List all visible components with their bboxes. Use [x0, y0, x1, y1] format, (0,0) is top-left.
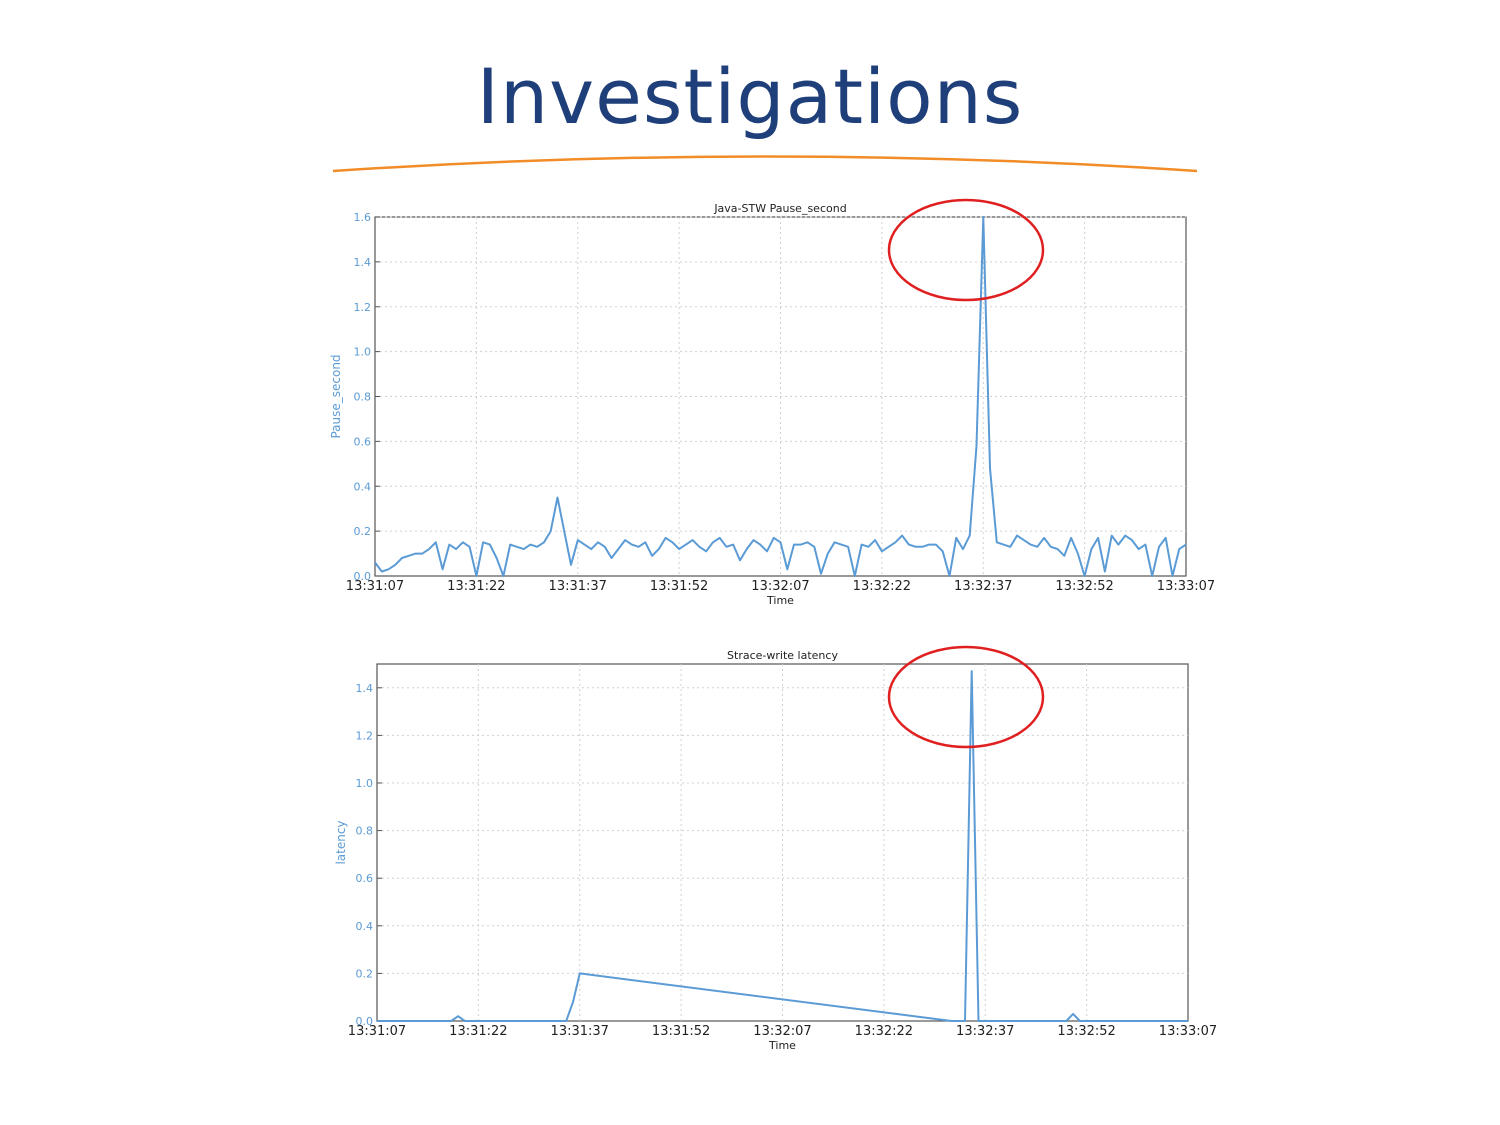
y-tick-label: 0.6 — [354, 435, 372, 448]
x-tick-label: 13:31:52 — [650, 579, 708, 594]
x-tick-label: 13:32:37 — [956, 1024, 1014, 1039]
x-axis-label: Time — [766, 594, 794, 607]
x-tick-label: 13:31:22 — [449, 1024, 507, 1039]
x-tick-label: 13:33:07 — [1157, 579, 1215, 594]
y-tick-label: 1.0 — [354, 346, 372, 359]
x-tick-label: 13:32:22 — [853, 579, 911, 594]
y-tick-label: 0.0 — [354, 570, 372, 583]
y-tick-label: 0.4 — [354, 480, 372, 493]
slide-title: Investigations — [476, 52, 1024, 141]
x-tick-label: 13:31:37 — [551, 1024, 609, 1039]
y-tick-label: 1.4 — [356, 682, 374, 695]
x-tick-label: 13:31:22 — [447, 579, 505, 594]
y-tick-label: 0.8 — [354, 391, 372, 404]
x-tick-label: 13:32:07 — [751, 579, 809, 594]
y-axis-label: Pause_second — [329, 354, 343, 438]
x-tick-label: 13:31:37 — [549, 579, 607, 594]
x-tick-label: 13:31:52 — [652, 1024, 710, 1039]
series-line — [377, 670, 1188, 1022]
y-tick-label: 1.2 — [356, 729, 374, 742]
y-tick-label: 1.2 — [354, 301, 372, 314]
y-tick-label: 0.2 — [356, 967, 374, 980]
x-tick-label: 13:31:07 — [346, 579, 404, 594]
x-tick-label: 13:31:07 — [348, 1024, 406, 1039]
y-axis-label: latency — [334, 820, 348, 864]
y-tick-label: 1.6 — [354, 211, 372, 224]
x-tick-label: 13:32:37 — [954, 579, 1012, 594]
x-axis-label: Time — [768, 1039, 796, 1052]
chart-title: Java-STW Pause_second — [713, 202, 846, 215]
y-tick-label: 0.2 — [354, 525, 372, 538]
y-tick-label: 0.4 — [356, 920, 374, 933]
y-tick-label: 0.8 — [356, 825, 374, 838]
title-underline — [332, 155, 1198, 173]
peak-highlight-ellipse — [887, 645, 1045, 749]
y-tick-label: 1.0 — [356, 777, 374, 790]
x-tick-label: 13:32:07 — [753, 1024, 811, 1039]
y-tick-label: 0.6 — [356, 872, 374, 885]
x-tick-label: 13:32:22 — [855, 1024, 913, 1039]
y-tick-label: 1.4 — [354, 256, 372, 269]
peak-highlight-ellipse — [887, 198, 1045, 302]
x-tick-label: 13:33:07 — [1159, 1024, 1217, 1039]
chart-title: Strace-write latency — [727, 649, 838, 662]
y-tick-label: 0.0 — [356, 1015, 374, 1028]
x-tick-label: 13:32:52 — [1055, 579, 1113, 594]
x-tick-label: 13:32:52 — [1057, 1024, 1115, 1039]
series-line — [374, 216, 1187, 577]
plot-area — [376, 663, 1189, 1022]
